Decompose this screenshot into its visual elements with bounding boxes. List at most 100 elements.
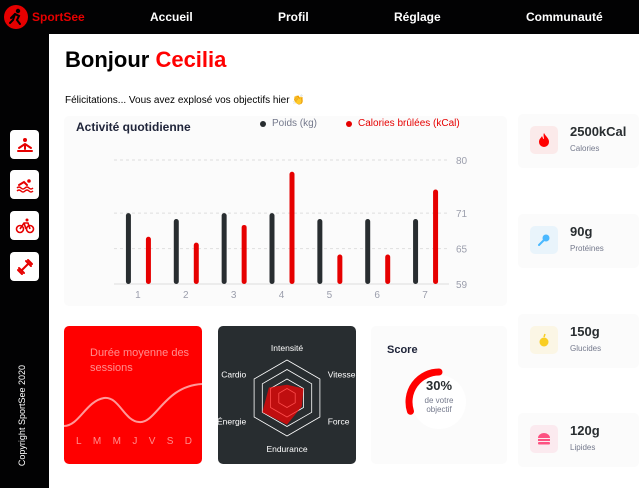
performance-radar-chart: Intensité Vitesse Force Endurance Énergie Car… — [218, 343, 356, 454]
nav-profil[interactable]: Profil — [278, 10, 309, 24]
weight-bar[interactable] — [125, 213, 131, 284]
kpi-proteins-value: 90g — [570, 224, 593, 239]
flame-icon — [539, 133, 549, 147]
swim-icon — [16, 178, 33, 193]
kpi-lipids-icon-box — [530, 425, 558, 453]
score-radial-chart — [405, 368, 466, 429]
apple-icon — [539, 333, 549, 347]
session-day-label: S — [166, 436, 174, 447]
score-arc — [405, 368, 443, 415]
sidebar-bike-button[interactable] — [10, 211, 39, 240]
score-card: Score 30% de votre objectif — [371, 326, 507, 464]
radar-label: Force — [328, 417, 350, 427]
chicken-icon — [538, 234, 550, 246]
radar-grid — [253, 359, 321, 437]
calories-bar[interactable] — [145, 236, 151, 284]
weight-bar[interactable] — [317, 219, 323, 284]
score-title: Score — [387, 344, 418, 356]
sessions-line-chart — [64, 383, 202, 427]
radar-label: Énergie — [218, 417, 247, 427]
weight-bar[interactable] — [413, 219, 419, 284]
brand-name: SportSee — [32, 10, 85, 24]
nav-communaute[interactable]: Communauté — [526, 10, 603, 24]
calories-bar[interactable] — [385, 254, 391, 284]
sessions-curve — [64, 383, 202, 427]
calories-bar[interactable] — [289, 171, 295, 284]
kpi-carbs-icon-box — [530, 326, 558, 354]
activity-chart: 59 65 71 80 1 2 3 4 5 6 7 — [114, 156, 468, 301]
score-center: 30% de votre objectif — [371, 378, 507, 414]
score-inner-circle — [412, 375, 466, 429]
y-tick-label: 80 — [456, 156, 468, 167]
nav-accueil[interactable]: Accueil — [150, 10, 193, 24]
score-line1: de votre — [424, 396, 454, 405]
session-day-label: J — [132, 436, 138, 447]
session-day-label: L — [76, 436, 82, 447]
calories-bar[interactable] — [193, 242, 199, 284]
y-tick-label: 59 — [456, 280, 468, 291]
x-tick-label: 4 — [279, 290, 285, 301]
yoga-icon — [16, 137, 33, 152]
session-day-label: M — [112, 436, 121, 447]
score-line2: objectif — [426, 405, 452, 414]
radar-grid — [261, 369, 313, 427]
weight-bar[interactable] — [365, 219, 371, 284]
performance-radar-card: Intensité Vitesse Force Endurance Énergie Car… — [218, 326, 356, 464]
logo[interactable]: SportSee — [4, 4, 85, 30]
radar-label: Vitesse — [328, 370, 356, 380]
session-day-label: M — [92, 436, 102, 447]
kpi-carbs-label: Glucides — [570, 344, 602, 353]
daily-activity-card: Activité quotidienne Poids (kg) Calories… — [64, 116, 507, 306]
kpi-lipids: 120g Lipides — [518, 413, 639, 467]
legend-calories-dot — [346, 120, 352, 127]
sidebar-swim-button[interactable] — [10, 170, 39, 199]
x-tick-label: 7 — [422, 290, 428, 301]
kpi-carbs: 150g Glucides — [518, 314, 639, 368]
top-bar: SportSee Accueil Profil Réglage Communau… — [0, 0, 639, 34]
kpi-lipids-label: Lipides — [570, 443, 596, 452]
runner-logo-icon — [4, 5, 28, 29]
kpi-calories-value: 2500kCal — [570, 124, 627, 139]
score-value: 30% — [425, 378, 453, 393]
x-tick-label: 3 — [231, 290, 237, 301]
greeting-prefix: Bonjour — [65, 47, 150, 72]
kpi-lipids-value: 120g — [570, 423, 600, 438]
y-tick-label: 65 — [456, 245, 468, 256]
x-tick-label: 1 — [135, 290, 141, 301]
kpi-calories: 2500kCal Calories — [518, 114, 639, 168]
congrats-message: Félicitations... Vous avez explosé vos o… — [65, 95, 305, 106]
legend-weight-label: Poids (kg) — [272, 118, 318, 129]
radar-area — [262, 384, 304, 425]
sidebar-dumbbell-button[interactable] — [10, 252, 39, 281]
calories-bar[interactable] — [241, 224, 247, 284]
x-tick-label: 2 — [183, 290, 189, 301]
copyright: Copyright SportSee 2020 — [17, 364, 27, 466]
session-day-label: D — [184, 436, 192, 447]
weight-bar[interactable] — [173, 219, 179, 284]
dumbbell-icon — [16, 258, 33, 275]
burger-icon — [538, 433, 550, 445]
x-tick-label: 6 — [374, 290, 380, 301]
legend-weight: Poids (kg) — [260, 118, 317, 129]
nav-reglage[interactable]: Réglage — [394, 10, 441, 24]
weight-bar[interactable] — [221, 213, 227, 284]
calories-bar[interactable] — [433, 189, 439, 284]
sidebar-yoga-button[interactable] — [10, 130, 39, 159]
radar-label: Intensité — [271, 343, 303, 353]
sessions-title: Durée moyenne des sessions — [90, 347, 190, 374]
weight-bar[interactable] — [269, 213, 275, 284]
legend-calories: Calories brûlées (kCal) — [346, 118, 460, 129]
user-name: Cecilia — [155, 47, 227, 72]
session-day-label: V — [148, 436, 156, 447]
kpi-proteins-label: Protéines — [570, 244, 604, 253]
radar-label: Endurance — [266, 444, 307, 454]
legend-weight-dot — [260, 120, 266, 127]
bike-icon — [15, 218, 34, 233]
calories-bar[interactable] — [337, 254, 343, 284]
sidebar: Copyright SportSee 2020 — [0, 34, 49, 488]
kpi-calories-icon-box — [530, 126, 558, 154]
kpi-proteins: 90g Protéines — [518, 214, 639, 268]
kpi-proteins-icon-box — [530, 226, 558, 254]
activity-title: Activité quotidienne — [76, 120, 191, 134]
radar-label: Cardio — [221, 370, 246, 380]
